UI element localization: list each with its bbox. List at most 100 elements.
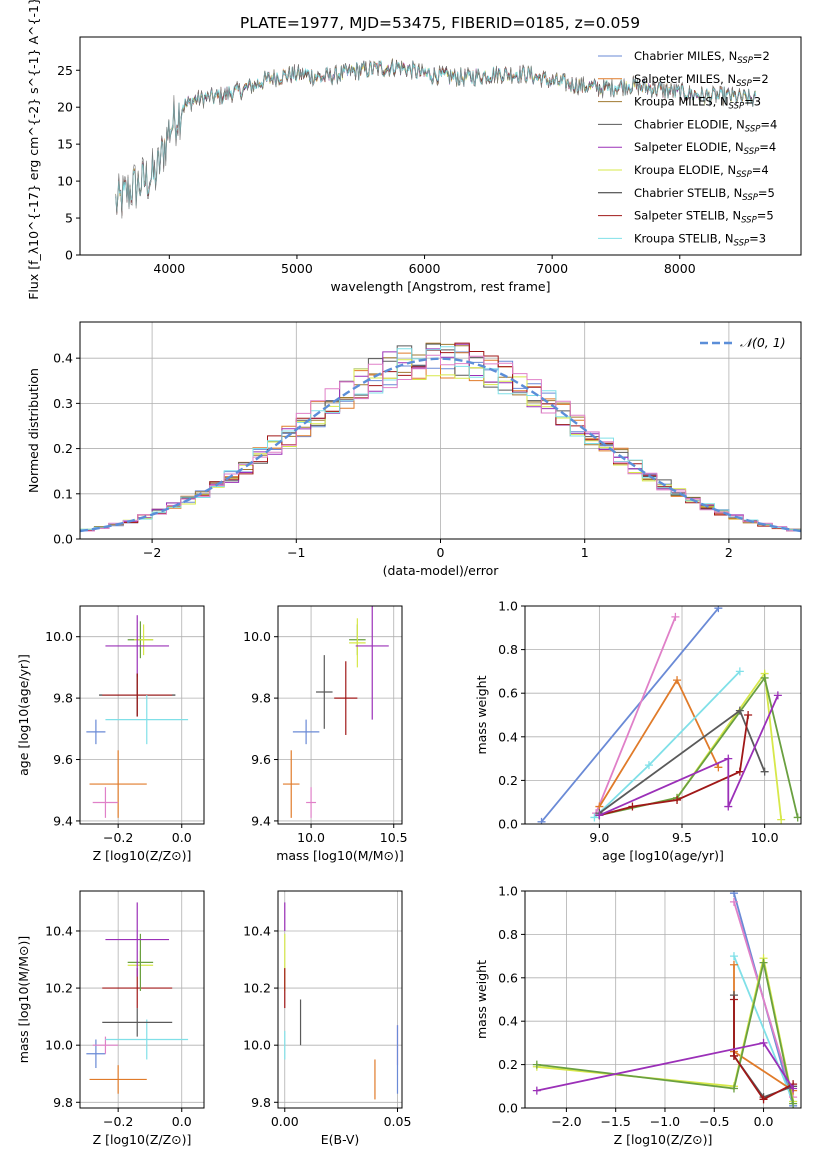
y-tick-label: 25 (57, 63, 73, 78)
axes-frame (277, 890, 403, 1109)
axes: −2 −1 0 1 2 0.0 0.1 0.2 0.3 0.4 (data-model)/error… (26, 321, 802, 578)
x-axis-label: Z [log10(Z/Z⊙)] (93, 1132, 192, 1147)
x-axis-label: wavelength [Angstrom, rest frame] (330, 279, 550, 294)
data-point-marker (532, 1060, 541, 1069)
data-point-marker (777, 815, 786, 824)
axes-frame (79, 890, 205, 1109)
plot-area (115, 58, 757, 219)
y-tick-label: 0.8 (498, 642, 518, 657)
data-point-marker (773, 691, 782, 700)
x-tick-label: 1 (581, 545, 589, 560)
x-tick-label: 8000 (664, 261, 696, 276)
y-tick-label: 0.1 (53, 486, 73, 501)
plot-area (86, 615, 189, 818)
data-point-marker (673, 796, 682, 805)
legend: Chabrier MILES, NSSP=2 Salpeter MILES, NS… (598, 49, 777, 248)
plot-area (284, 902, 399, 1100)
series-line (598, 678, 720, 808)
y-tick-label: 0 (65, 248, 73, 263)
axes-frame (277, 605, 403, 825)
x-tick-label: 9.0 (589, 830, 609, 845)
y-tick-label: 0.3 (53, 396, 73, 411)
x-axis-label: (data-model)/error (383, 563, 500, 578)
data-point-marker (714, 606, 723, 613)
data-point-marker (759, 1095, 768, 1104)
data-point-marker (590, 813, 599, 822)
y-tick-label: 0.0 (498, 1101, 518, 1116)
series-line (536, 962, 794, 1104)
axes: 10.0 10.5 9.4 9.6 9.8 10.0 mass [log10(M/M⊙)] (243, 605, 408, 863)
data-point-marker (671, 612, 680, 621)
legend-label: Salpeter MILES, NSSP=2 (634, 72, 769, 89)
y-tick-label: 10.2 (243, 981, 271, 996)
x-tick-label: 0 (437, 545, 445, 560)
x-axis-label: Z [log10(Z/Z⊙)] (93, 848, 192, 863)
x-tick-label: −1.0 (650, 1114, 680, 1129)
y-tick-label: 0.2 (53, 441, 73, 456)
data-point-marker (537, 817, 546, 824)
residual-histogram-chart: −2 −1 0 1 2 0.0 0.1 0.2 0.3 0.4 (data-model)/error… (26, 321, 802, 578)
data-point-marker (760, 767, 769, 776)
spectrum-chart: 4000 5000 6000 7000 8000 0 5 10 15 20 25 wavelength… (26, 0, 802, 300)
legend-label: Chabrier MILES, NSSP=2 (634, 49, 770, 66)
legend-label: Salpeter ELODIE, NSSP=4 (634, 140, 776, 157)
y-tick-label: 0.6 (498, 970, 518, 985)
data-point-marker (759, 958, 768, 967)
legend-label: Kroupa ELODIE, NSSP=4 (634, 163, 769, 180)
data-point-marker (759, 1038, 768, 1047)
y-axis-label: mass [log10(M/M⊙)] (16, 936, 31, 1064)
mass-weight-vs-metallicity-chart: −2.0 −1.5 −1.0 −0.5 0.0 0.0 0.2 0.4 0.6 0.8 1.0 Z [… (474, 884, 802, 1147)
legend-label: 𝒩(0, 1) (740, 335, 786, 350)
x-axis-label: mass [log10(M/M⊙)] (276, 848, 404, 863)
series-line (733, 901, 794, 1098)
x-tick-label: 2 (725, 545, 733, 560)
axes: −2.0 −1.5 −1.0 −0.5 0.0 0.0 0.2 0.4 0.6 0.8 1.0 Z [… (474, 884, 802, 1147)
data-point-marker (724, 802, 733, 811)
y-tick-label: 10.0 (243, 1038, 271, 1053)
y-tick-label: 0.4 (53, 351, 73, 366)
x-tick-label: 10.0 (751, 830, 779, 845)
x-tick-label: 0.0 (754, 1114, 774, 1129)
legend-label: Kroupa MILES, NSSP=3 (634, 95, 761, 112)
y-tick-label: 1.0 (498, 884, 518, 899)
series-line (733, 999, 794, 1101)
x-tick-label: 0.05 (384, 1114, 412, 1129)
data-point-marker (729, 995, 738, 1004)
axes: −0.2 0.0 9.4 9.6 9.8 10.0 Z [log10(Z/Z⊙)] age [… (16, 605, 205, 863)
plot-area (532, 891, 798, 1108)
x-tick-label: 5000 (281, 261, 313, 276)
histogram-step-line (80, 354, 801, 532)
y-tick-label: 9.8 (251, 691, 271, 706)
y-tick-label: 0.2 (498, 1057, 518, 1072)
data-point-marker (644, 761, 653, 770)
y-tick-label: 0.6 (498, 686, 518, 701)
x-tick-label: 9.5 (672, 830, 692, 845)
data-point-marker (729, 952, 738, 961)
y-tick-label: 5 (65, 211, 73, 226)
y-tick-label: 9.4 (251, 813, 271, 828)
data-point-marker (793, 813, 801, 822)
y-axis-label: Flux [f_λ10^{-17} erg cm^{-2} s^{-1} A^{… (26, 0, 41, 300)
y-axis-label: mass weight (474, 675, 489, 754)
y-tick-label: 9.8 (251, 1095, 271, 1110)
data-point-marker (735, 667, 744, 676)
legend-label: Salpeter STELIB, NSSP=5 (634, 209, 774, 226)
axes-frame (79, 605, 205, 825)
y-tick-label: 0.4 (498, 1014, 518, 1029)
mass-weight-vs-age-chart: 9.0 9.5 10.0 0.0 0.2 0.4 0.6 0.8 1.0 age [log10(a… (474, 599, 802, 863)
age-vs-metallicity-chart: −0.2 0.0 9.4 9.6 9.8 10.0 Z [log10(Z/Z⊙)] age [… (16, 605, 205, 863)
x-tick-label: 6000 (409, 261, 441, 276)
plot-area (282, 606, 389, 818)
x-tick-label: −0.2 (103, 1114, 133, 1129)
x-axis-label: E(B-V) (321, 1132, 360, 1147)
data-point-marker (735, 767, 744, 776)
data-point-marker (729, 1084, 738, 1093)
x-tick-label: −0.5 (699, 1114, 729, 1129)
x-tick-label: 10.0 (297, 830, 325, 845)
series-line (595, 616, 677, 814)
y-tick-label: 10 (57, 174, 73, 189)
axes-frame (524, 890, 802, 1109)
histogram-step-line (80, 346, 801, 531)
data-point-marker (532, 1086, 541, 1095)
